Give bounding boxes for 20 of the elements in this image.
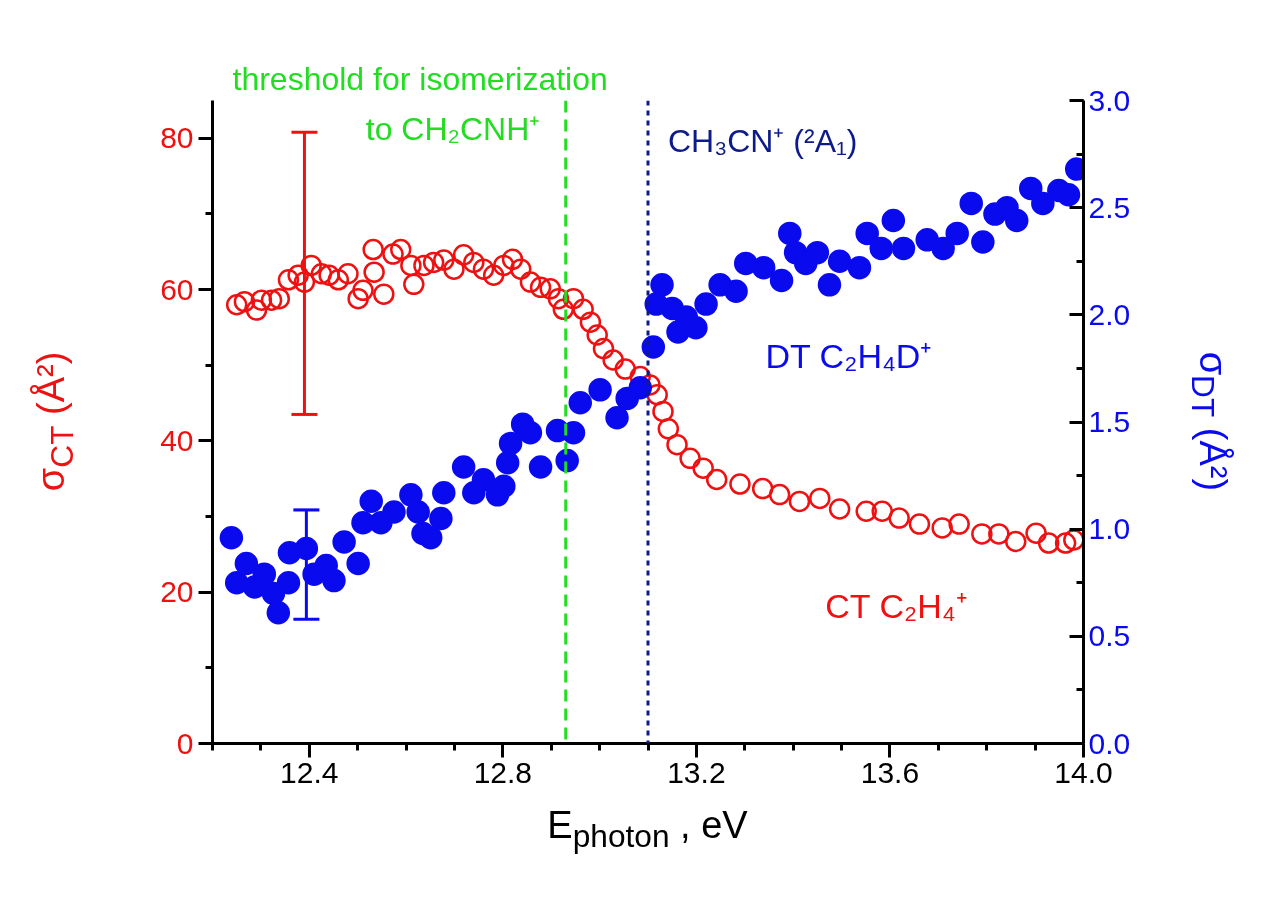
y-tick-label: 60 bbox=[160, 272, 194, 306]
y2-tick-label: 0.5 bbox=[1088, 619, 1131, 653]
ref-line-label: threshold for isomerization to CH₂CNH⁺ bbox=[232, 60, 608, 147]
x-axis-title: E$_{photon}$ , eV bbox=[547, 802, 748, 856]
series-label: CT C₂H₄⁺ bbox=[825, 587, 967, 626]
x-tick-label: 13.6 bbox=[860, 755, 920, 789]
y2-tick-label: 3.0 bbox=[1088, 83, 1131, 117]
x-tick-label: 13.2 bbox=[667, 755, 726, 789]
y2-tick-label: 2.5 bbox=[1088, 190, 1131, 224]
y2-tick-label: 1.5 bbox=[1088, 405, 1131, 438]
y-tick-label: 0 bbox=[176, 726, 194, 760]
y-tick-label: 20 bbox=[160, 575, 194, 609]
x-tick-label: 12.8 bbox=[473, 755, 533, 789]
y2-tick-label: 1.0 bbox=[1088, 512, 1131, 546]
y2-tick-label: 2.0 bbox=[1088, 297, 1131, 331]
series-label: DT C₂H₄D⁺ bbox=[765, 337, 932, 376]
x-tick-label: 12.4 bbox=[280, 755, 339, 789]
y-tick-label: 80 bbox=[160, 121, 194, 155]
ref-line-label: CH₃CN⁺ (²A₁) bbox=[668, 122, 858, 159]
y-tick-label: 40 bbox=[160, 423, 194, 457]
